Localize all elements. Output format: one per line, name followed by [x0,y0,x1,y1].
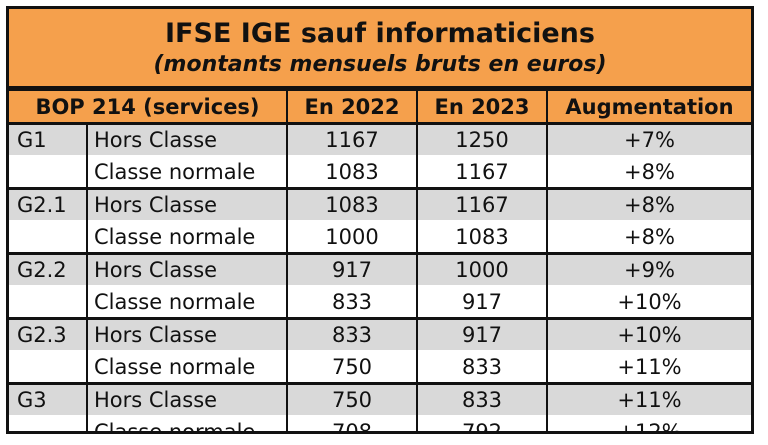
grade-level-cell: Classe normale [86,220,288,254]
increase-cell: +11% [546,382,751,416]
increase-cell: +8% [546,220,751,254]
grade-level-cell: Hors Classe [86,317,288,351]
grade-group-cell: G2.2 [9,252,88,286]
ifse-table-frame: IFSE IGE sauf informaticiens (montants m… [6,6,754,434]
increase-cell: +8% [546,187,751,221]
header-row: BOP 214 (services) En 2022 En 2023 Augme… [9,89,751,125]
table-row: G2.3 Hors Classe 833 917 +10% [9,317,751,351]
grade-level-cell: Hors Classe [86,252,288,286]
amount-2022-cell: 917 [286,252,418,286]
grade-level-cell: Classe normale [86,415,288,431]
amount-2023-cell: 833 [416,350,548,384]
header-bop: BOP 214 (services) [9,89,288,125]
amount-2023-cell: 792 [416,415,548,431]
amount-2023-cell: 917 [416,317,548,351]
amount-2022-cell: 1083 [286,155,418,189]
grade-group-cell: G1 [9,122,88,156]
grade-group-cell [9,415,88,431]
grade-level-cell: Hors Classe [86,187,288,221]
amount-2023-cell: 1167 [416,187,548,221]
amount-2022-cell: 1083 [286,187,418,221]
amount-2022-cell: 833 [286,285,418,319]
table-row: Classe normale 750 833 +11% [9,350,751,384]
amount-2022-cell: 708 [286,415,418,431]
grade-group-cell: G2.1 [9,187,88,221]
increase-cell: +12% [546,415,751,431]
amount-2023-cell: 833 [416,382,548,416]
header-augmentation: Augmentation [546,89,751,125]
table-row: Classe normale 1000 1083 +8% [9,220,751,254]
increase-cell: +11% [546,350,751,384]
amount-2022-cell: 1167 [286,122,418,156]
table-body: G1 Hors Classe 1167 1250 +7% Classe normale 10… [9,122,751,431]
increase-cell: +7% [546,122,751,156]
amount-2022-cell: 833 [286,317,418,351]
table-row: G2.2 Hors Classe 917 1000 +9% [9,252,751,286]
increase-cell: +8% [546,155,751,189]
amount-2022-cell: 750 [286,382,418,416]
table-row: Classe normale 833 917 +10% [9,285,751,319]
grade-level-cell: Classe normale [86,155,288,189]
table-row: Classe normale 708 792 +12% [9,415,751,431]
grade-group-cell: G2.3 [9,317,88,351]
amount-2023-cell: 1167 [416,155,548,189]
grade-level-cell: Classe normale [86,350,288,384]
header-2023: En 2023 [416,89,548,125]
table-row: Classe normale 1083 1167 +8% [9,155,751,189]
table-title: IFSE IGE sauf informaticiens [165,18,595,49]
header-2022: En 2022 [286,89,418,125]
grade-group-cell [9,285,88,319]
amount-2023-cell: 1000 [416,252,548,286]
amount-2022-cell: 1000 [286,220,418,254]
grade-group-cell: G3 [9,382,88,416]
amount-2023-cell: 1250 [416,122,548,156]
grade-level-cell: Hors Classe [86,122,288,156]
amount-2023-cell: 1083 [416,220,548,254]
table-row: G3 Hors Classe 750 833 +11% [9,382,751,416]
grade-level-cell: Hors Classe [86,382,288,416]
ifse-table: BOP 214 (services) En 2022 En 2023 Augme… [9,89,751,431]
increase-cell: +10% [546,285,751,319]
grade-group-cell [9,155,88,189]
increase-cell: +10% [546,317,751,351]
grade-group-cell [9,220,88,254]
increase-cell: +9% [546,252,751,286]
grade-group-cell [9,350,88,384]
amount-2022-cell: 750 [286,350,418,384]
grade-level-cell: Classe normale [86,285,288,319]
table-subtitle: (montants mensuels bruts en euros) [153,52,607,77]
title-block: IFSE IGE sauf informaticiens (montants m… [9,9,751,89]
table-row: G2.1 Hors Classe 1083 1167 +8% [9,187,751,221]
table-row: G1 Hors Classe 1167 1250 +7% [9,122,751,156]
amount-2023-cell: 917 [416,285,548,319]
